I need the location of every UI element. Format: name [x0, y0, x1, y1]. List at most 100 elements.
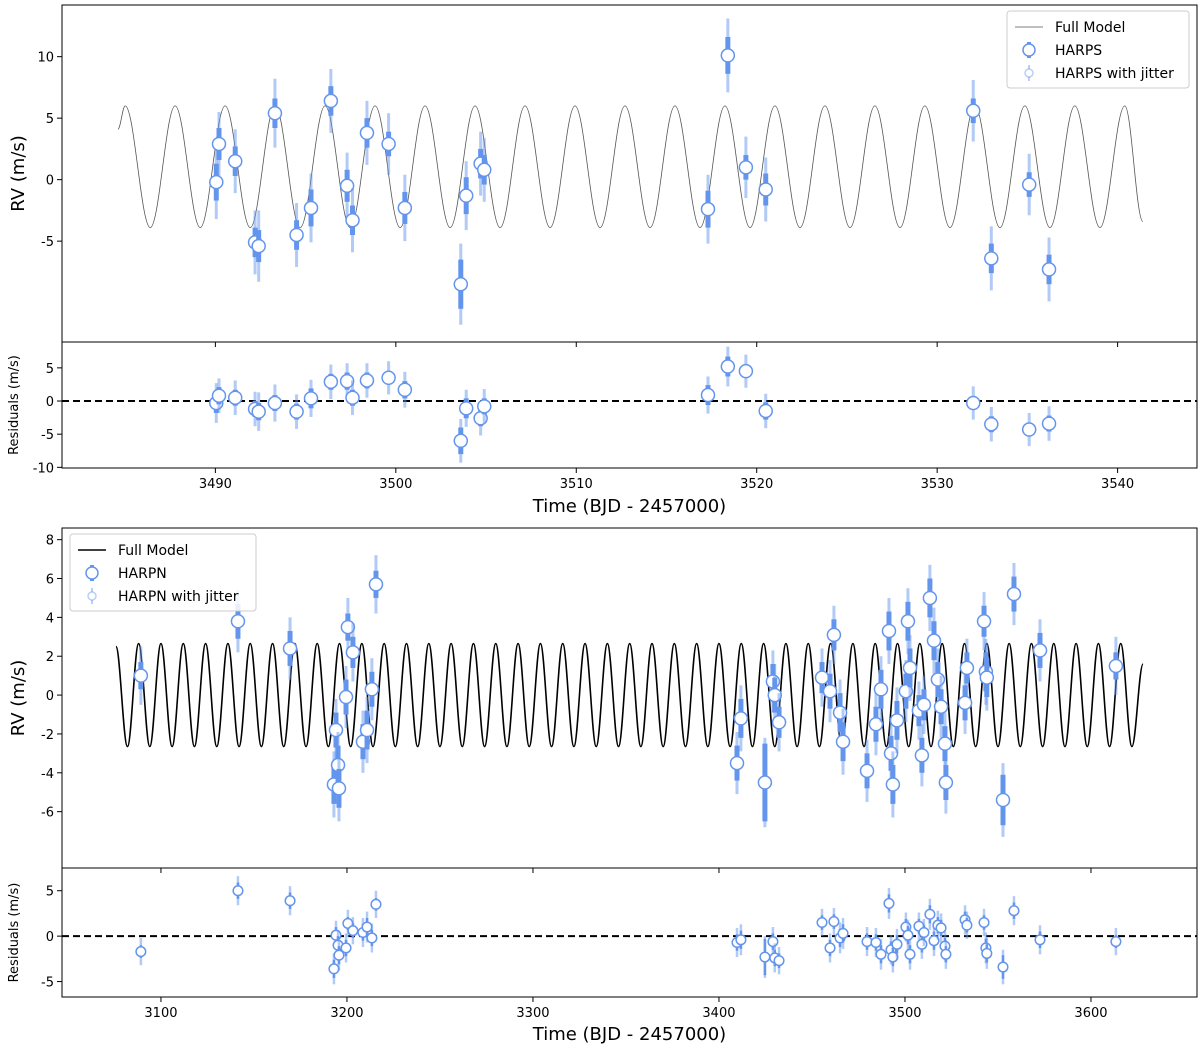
legend-swatch: [1024, 68, 1034, 78]
data-point: [959, 660, 975, 676]
data-point: [359, 125, 375, 141]
data-point: [1008, 905, 1020, 917]
y-tick-label: -10: [33, 461, 54, 476]
data-point: [720, 359, 736, 374]
data-point: [981, 947, 993, 959]
data-point: [1034, 934, 1046, 946]
data-point: [366, 932, 378, 944]
y-tick-label: 0: [46, 395, 54, 410]
x-tick-label: 3300: [516, 1006, 549, 1021]
panel: -5 0 5 3100 3200 3300 3400 3500 3600 Residuals (m…: [7, 867, 1198, 1045]
data-point: [758, 403, 773, 419]
data-point: [767, 936, 779, 948]
data-point: [918, 926, 930, 939]
data-point: [227, 390, 243, 405]
y-tick-label: 5: [46, 885, 54, 900]
legend-label: Full Model: [118, 543, 188, 559]
data-point: [979, 670, 995, 685]
data-point: [828, 916, 840, 928]
x-tick-label: 3520: [740, 477, 773, 492]
data-point: [345, 645, 361, 660]
y-axis-label: Residuals (m/s): [7, 355, 22, 455]
y-tick-label: 0: [46, 930, 54, 945]
y-tick-label: 0: [46, 689, 54, 704]
data-point: [289, 404, 304, 419]
data-point: [368, 577, 384, 592]
data-point: [323, 93, 339, 109]
legend-swatch: [1022, 43, 1036, 57]
data-point: [758, 182, 773, 197]
data-point: [938, 775, 954, 790]
data-point: [458, 188, 474, 203]
data-point: [937, 736, 953, 751]
data-point: [984, 416, 999, 432]
data-point: [289, 227, 304, 243]
y-tick-label: -6: [41, 806, 54, 821]
x-tick-label: 3500: [888, 1006, 921, 1021]
data-point: [1041, 262, 1057, 277]
y-tick-label: 8: [46, 534, 54, 549]
y-axis-label: RV (m/s): [8, 135, 29, 212]
data-point: [773, 955, 785, 967]
data-point: [835, 734, 851, 749]
model-line: [117, 105, 1144, 229]
panel: -10 -5 0 5 3490 3500 3510 3520 3530 3540 Residuals…: [7, 341, 1198, 517]
panel: -6 -4 -2 0 2 4 6 8 RV (m/s) Full Model HARPN HARPN …: [8, 527, 1198, 873]
axes-frame: [61, 341, 1198, 469]
legend-frame: [69, 533, 257, 612]
data-point: [347, 925, 359, 937]
data-point: [935, 922, 947, 934]
axes-frame: [61, 867, 1198, 998]
x-tick-label: 3100: [144, 1006, 177, 1021]
data-point: [338, 689, 354, 705]
data-point: [135, 946, 147, 958]
data-point: [232, 885, 244, 897]
data-point: [361, 921, 373, 933]
data-point: [331, 781, 347, 796]
x-tick-label: 3600: [1074, 1006, 1107, 1021]
y-tick-label: 2: [46, 650, 54, 665]
x-tick-label: 3530: [921, 477, 954, 492]
data-point: [211, 388, 227, 403]
legend-frame: [1006, 10, 1190, 89]
data-point: [733, 711, 749, 726]
y-axis-label: RV (m/s): [8, 660, 29, 737]
data-point: [881, 623, 897, 639]
data-point: [209, 174, 224, 190]
plot-area: [135, 876, 1122, 985]
data-point: [330, 929, 342, 941]
legend-label: HARPN with jitter: [118, 589, 239, 605]
legend-swatch: [87, 591, 97, 601]
data-point: [303, 391, 319, 406]
data-point: [873, 682, 889, 697]
data-point: [339, 178, 355, 194]
data-point: [940, 948, 952, 960]
y-tick-label: 6: [46, 573, 54, 588]
data-point: [700, 387, 716, 403]
data-point: [227, 153, 243, 169]
data-point: [861, 936, 873, 948]
plot-area: [117, 18, 1144, 325]
data-point: [282, 641, 298, 656]
data-point: [735, 934, 747, 946]
data-point: [1021, 177, 1037, 192]
data-point: [826, 627, 842, 643]
data-point: [883, 897, 895, 909]
data-point: [859, 763, 875, 779]
data-point: [738, 363, 754, 379]
data-point: [720, 48, 736, 63]
x-axis-label: Time (BJD - 2457000): [532, 496, 726, 517]
y-tick-label: 0: [46, 174, 54, 189]
data-point: [381, 136, 396, 152]
x-tick-label: 3510: [560, 477, 593, 492]
y-tick-label: -5: [41, 976, 54, 991]
data-point: [928, 935, 940, 947]
data-point: [902, 929, 914, 941]
data-point: [759, 951, 771, 963]
y-tick-label: 5: [46, 112, 54, 127]
data-point: [328, 722, 344, 738]
data-point: [251, 404, 266, 419]
data-point: [922, 590, 938, 606]
data-point: [957, 695, 973, 711]
